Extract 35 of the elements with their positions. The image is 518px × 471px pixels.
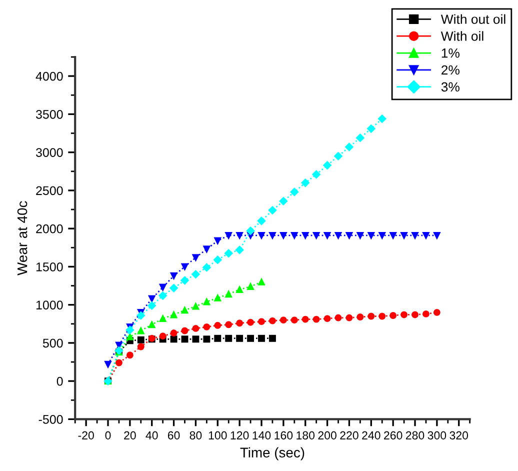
x-tick-label: 80 — [190, 431, 202, 440]
legend-label: With out oil — [440, 14, 506, 24]
y-tick-label: 1000 — [36, 300, 63, 310]
x-tick-label: 20 — [124, 431, 136, 440]
x-tick-label: 0 — [105, 431, 111, 440]
x-tick-label: 100 — [208, 431, 227, 440]
x-tick-label: 140 — [252, 431, 271, 440]
legend-label: 3% — [441, 82, 460, 92]
x-tick-label: 200 — [318, 431, 336, 440]
y-tick-label: 2500 — [36, 186, 63, 196]
x-tick-label: 260 — [384, 431, 402, 440]
y-tick-label: 4000 — [36, 72, 63, 81]
y-tick-label: -500 — [38, 414, 63, 424]
x-tick-label: 40 — [146, 431, 158, 440]
y-tick-label: 3000 — [36, 148, 63, 157]
legend-label: 2% — [442, 65, 460, 75]
y-tick-label: 500 — [42, 338, 63, 348]
y-axis-title: Wear at 40c — [17, 201, 28, 276]
legend-label: 1% — [442, 48, 460, 58]
x-tick-label: 240 — [362, 431, 380, 440]
x-axis-title: Time (sec) — [240, 447, 304, 460]
x-tick-label: 120 — [230, 431, 249, 440]
y-tick-label: 3500 — [36, 110, 63, 119]
x-tick-label: 280 — [406, 431, 424, 440]
x-tick-label: 320 — [450, 431, 468, 440]
x-tick-label: 60 — [168, 431, 180, 440]
y-tick-label: 1500 — [36, 262, 63, 272]
y-tick-label: 2000 — [36, 224, 63, 234]
x-tick-label: 300 — [428, 431, 446, 440]
x-tick-label: -20 — [78, 431, 94, 440]
y-tick-label: 0 — [56, 376, 63, 386]
legend-label: With oil — [440, 31, 484, 41]
x-tick-label: 220 — [340, 431, 358, 440]
x-tick-label: 180 — [296, 431, 315, 440]
x-tick-label: 160 — [274, 431, 293, 440]
